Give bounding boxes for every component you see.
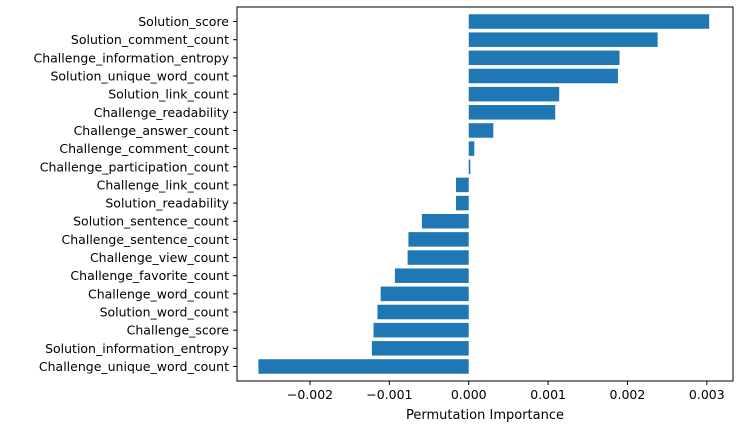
y-tick-label: Solution_word_count (100, 305, 230, 320)
bar-Challenge_comment_count (468, 141, 475, 156)
y-tick-label: Challenge_score (127, 323, 230, 338)
y-tick-label: Challenge_readability (94, 105, 230, 120)
bar-Challenge_sentence_count (408, 232, 469, 247)
y-tick-label: Challenge_link_count (97, 177, 229, 192)
y-tick-label: Solution_score (138, 14, 229, 29)
y-tick-label: Challenge_information_entropy (34, 50, 230, 65)
bar-Solution_readability (456, 195, 469, 211)
y-tick-label: Solution_comment_count (71, 32, 229, 47)
y-tick-label: Challenge_word_count (88, 286, 229, 301)
bar-Challenge_unique_word_count (258, 359, 469, 374)
y-axis-ticks: Solution_score Solution_comment_count Chal… (34, 14, 237, 374)
bar-Challenge_readability (468, 105, 556, 120)
bars-group (258, 14, 710, 374)
bar-Solution_sentence_count (421, 213, 469, 229)
x-tick-label: −0.001 (366, 387, 412, 402)
y-tick-label: Challenge_favorite_count (70, 268, 229, 283)
bar-Solution_information_entropy (371, 341, 469, 356)
y-tick-label: Solution_readability (105, 196, 229, 211)
bar-Challenge_information_entropy (468, 50, 620, 66)
x-tick-label: 0.001 (530, 387, 566, 402)
bar-Solution_word_count (377, 304, 469, 320)
y-tick-label: Challenge_answer_count (74, 123, 230, 138)
y-tick-label: Challenge_unique_word_count (39, 359, 229, 374)
bar-Challenge_view_count (407, 250, 469, 265)
bar-Solution_score (468, 14, 710, 29)
y-tick-label: Challenge_participation_count (40, 159, 229, 174)
x-axis-ticks: −0.002 −0.001 0.000 0.001 0.002 0.003 (287, 381, 725, 402)
bar-Challenge_score (373, 322, 469, 338)
bar-Challenge_answer_count (468, 123, 494, 138)
x-tick-label: −0.002 (287, 387, 333, 402)
y-tick-label: Challenge_view_count (90, 250, 229, 265)
x-tick-label: 0.002 (610, 387, 646, 402)
bar-Challenge_word_count (380, 286, 469, 302)
bar-Solution_comment_count (468, 32, 658, 47)
bar-Challenge_participation_count (468, 159, 471, 175)
bar-Challenge_link_count (456, 177, 469, 193)
x-axis-label: Permutation Importance (406, 408, 564, 423)
y-tick-label: Solution_information_entropy (45, 341, 230, 356)
y-tick-label: Solution_unique_word_count (50, 68, 229, 83)
plot-frame (236, 6, 734, 382)
bar-Solution_unique_word_count (468, 68, 618, 84)
y-tick-label: Challenge_sentence_count (62, 232, 230, 247)
x-tick-label: 0.003 (689, 387, 725, 402)
bar-Challenge_favorite_count (394, 268, 469, 283)
y-tick-label: Solution_link_count (108, 87, 229, 102)
x-tick-label: 0.000 (451, 387, 487, 402)
y-tick-label: Challenge_comment_count (59, 141, 229, 156)
bar-Solution_link_count (468, 86, 560, 102)
y-tick-label: Solution_sentence_count (73, 214, 229, 229)
